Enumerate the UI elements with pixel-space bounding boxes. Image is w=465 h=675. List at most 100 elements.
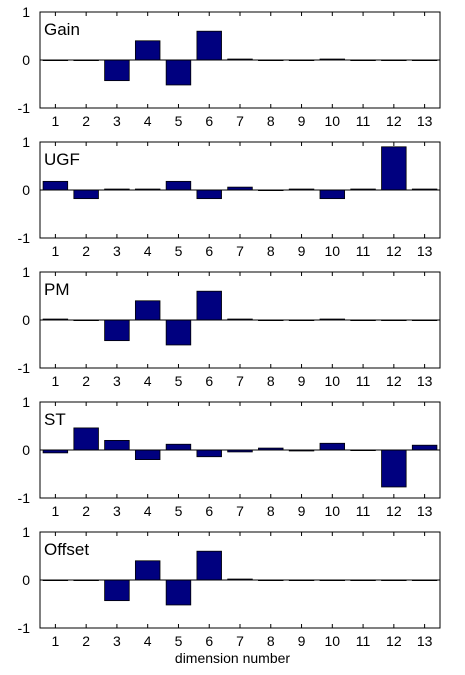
x-tick-label: 7 (236, 243, 244, 259)
bar-3 (104, 59, 130, 82)
bar-5 (165, 319, 192, 346)
x-tick-label: 12 (386, 243, 402, 259)
x-tick-label: 8 (267, 633, 275, 649)
bar-2 (73, 189, 99, 200)
x-tick-label: 4 (144, 373, 152, 389)
x-tick-label: 1 (51, 113, 59, 129)
x-tick-label: 10 (325, 503, 341, 519)
x-tick-label: 3 (113, 113, 121, 129)
x-tick-label: 3 (113, 633, 121, 649)
x-tick-label: 11 (356, 373, 371, 389)
bar-10 (319, 189, 346, 200)
bar-13 (411, 444, 438, 451)
x-tick-label: 12 (386, 113, 402, 129)
bar-5 (165, 579, 192, 606)
x-tick-label: 5 (175, 633, 183, 649)
y-tick-label: 0 (22, 182, 30, 198)
x-tick-label: 9 (298, 243, 306, 259)
bar-4 (134, 40, 161, 61)
x-tick-label: 6 (205, 113, 213, 129)
x-tick-label: 1 (51, 243, 59, 259)
bar-12 (381, 449, 407, 488)
bar-6 (196, 290, 222, 321)
x-tick-label: 13 (417, 373, 433, 389)
x-tick-label: 4 (144, 243, 152, 259)
y-tick-label: -1 (18, 620, 31, 636)
x-tick-label: 11 (356, 503, 371, 519)
y-tick-label: 0 (22, 52, 30, 68)
x-tick-label: 6 (205, 503, 213, 519)
y-tick-label: 0 (22, 312, 30, 328)
y-tick-label: 1 (22, 134, 30, 150)
bar-12 (381, 146, 407, 191)
x-tick-label: 8 (267, 243, 275, 259)
bar-5 (165, 180, 192, 191)
bar-3 (104, 439, 130, 451)
x-tick-label: 3 (113, 503, 121, 519)
y-tick-label: 1 (22, 394, 30, 410)
x-tick-label: 12 (386, 373, 402, 389)
x-tick-label: 9 (298, 373, 306, 389)
y-tick-label: -1 (18, 230, 31, 246)
y-tick-label: 1 (22, 264, 30, 280)
x-tick-label: 7 (236, 633, 244, 649)
x-tick-label: 6 (205, 243, 213, 259)
y-tick-label: -1 (18, 100, 31, 116)
x-tick-label: 2 (82, 113, 90, 129)
y-tick-label: -1 (18, 490, 31, 506)
bar-6 (196, 550, 222, 581)
x-tick-label: 8 (267, 503, 275, 519)
x-tick-label: 10 (325, 243, 341, 259)
y-tick-label: -1 (18, 360, 31, 376)
bar-5 (165, 443, 192, 451)
panel-title: PM (44, 280, 70, 299)
x-tick-label: 4 (144, 113, 152, 129)
x-tick-label: 1 (51, 373, 59, 389)
panel-title: ST (44, 410, 66, 429)
x-tick-label: 12 (386, 633, 402, 649)
x-tick-label: 5 (175, 113, 183, 129)
x-tick-label: 11 (356, 243, 371, 259)
bar-6 (196, 449, 222, 458)
x-tick-label: 8 (267, 113, 275, 129)
x-tick-label: 9 (298, 113, 306, 129)
x-tick-label: 2 (82, 503, 90, 519)
bar-10 (319, 442, 346, 451)
x-tick-label: 3 (113, 243, 121, 259)
x-axis-label: dimension number (174, 650, 291, 666)
y-tick-label: 0 (22, 572, 30, 588)
x-tick-label: 4 (144, 503, 152, 519)
x-tick-label: 10 (325, 633, 341, 649)
x-tick-label: 8 (267, 373, 275, 389)
bar-4 (134, 449, 161, 461)
x-tick-label: 3 (113, 373, 121, 389)
x-tick-label: 5 (175, 373, 183, 389)
bar-6 (196, 30, 222, 61)
panel-title: Offset (44, 540, 89, 559)
x-tick-label: 5 (175, 243, 183, 259)
x-tick-label: 10 (325, 113, 341, 129)
x-tick-label: 13 (417, 503, 433, 519)
x-tick-label: 11 (356, 113, 371, 129)
x-tick-label: 2 (82, 633, 90, 649)
panel-title: UGF (44, 150, 80, 169)
bar-3 (104, 579, 130, 602)
x-tick-label: 9 (298, 633, 306, 649)
x-tick-label: 2 (82, 373, 90, 389)
x-tick-label: 10 (325, 373, 341, 389)
x-tick-label: 7 (236, 373, 244, 389)
x-tick-label: 7 (236, 113, 244, 129)
x-tick-label: 13 (417, 113, 433, 129)
x-tick-label: 6 (205, 633, 213, 649)
panel-title: Gain (44, 20, 80, 39)
x-tick-label: 12 (386, 503, 402, 519)
bar-4 (134, 300, 161, 321)
x-tick-label: 7 (236, 503, 244, 519)
x-tick-label: 13 (417, 633, 433, 649)
bar-2 (73, 427, 99, 451)
bar-3 (104, 319, 130, 342)
bar-6 (196, 189, 222, 200)
y-tick-label: 0 (22, 442, 30, 458)
bar-1 (42, 180, 69, 191)
